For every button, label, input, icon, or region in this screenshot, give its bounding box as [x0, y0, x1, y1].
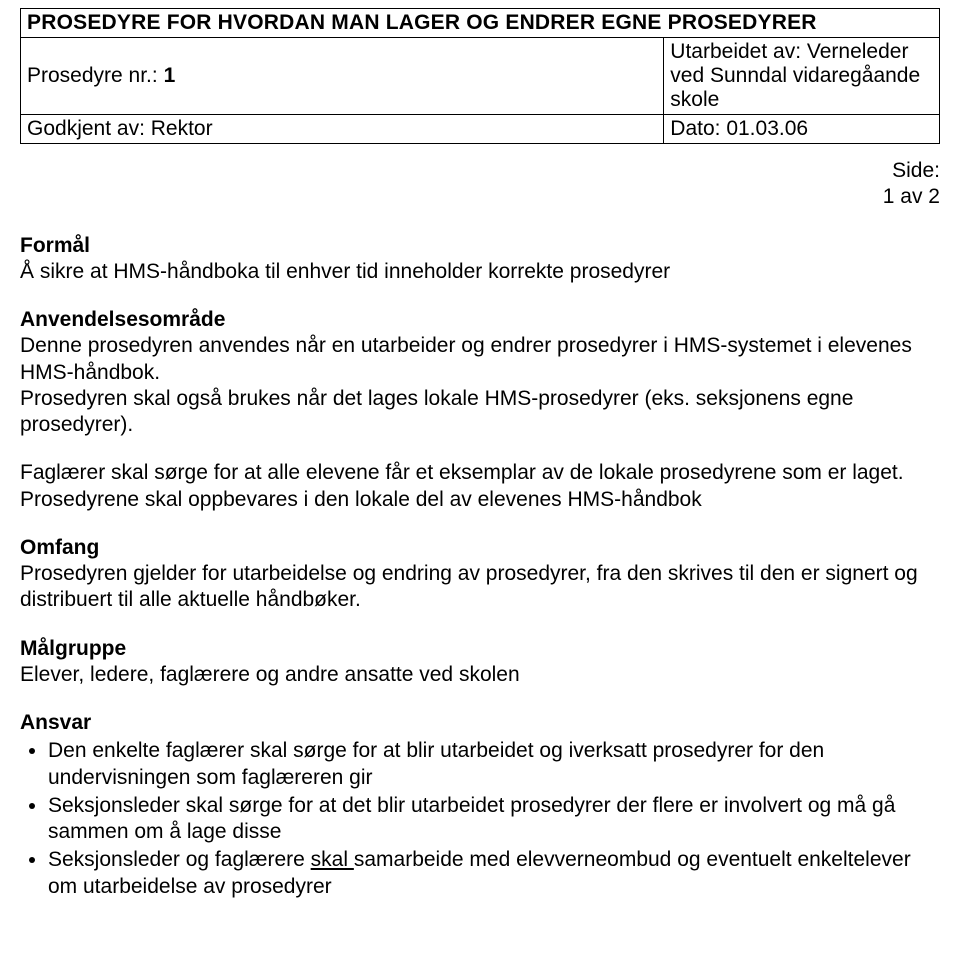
document-title: PROSEDYRE FOR HVORDAN MAN LAGER OG ENDRE… [21, 9, 940, 38]
text-formal: Å sikre at HMS-håndboka til enhver tid i… [20, 259, 940, 285]
procedure-number-cell: Prosedyre nr.: 1 [21, 38, 664, 115]
text-anvend-p3: Faglærer skal sørge for at alle elevene … [20, 460, 940, 513]
text-malgruppe: Elever, ledere, faglærere og andre ansat… [20, 662, 940, 688]
list-item: Seksjonsleder skal sørge for at det blir… [48, 793, 940, 846]
b3-pre: Seksjonsleder og faglærere [48, 848, 311, 871]
text-omfang: Prosedyren gjelder for utarbeidelse og e… [20, 561, 940, 614]
approved-by-cell: Godkjent av: Rektor [21, 115, 664, 144]
page-side-info: Side: 1 av 2 [20, 158, 940, 211]
header-table: PROSEDYRE FOR HVORDAN MAN LAGER OG ENDRE… [20, 8, 940, 144]
author-cell: Utarbeidet av: Verneleder ved Sunndal vi… [664, 38, 940, 115]
heading-formal: Formål [20, 233, 940, 259]
text-anvend-p1: Denne prosedyren anvendes når en utarbei… [20, 333, 940, 386]
b3-underlined: skal [311, 848, 354, 871]
side-value: 1 av 2 [883, 185, 940, 208]
procedure-number-value: 1 [164, 64, 176, 87]
list-item: Seksjonsleder og faglærere skal samarbei… [48, 847, 940, 900]
heading-ansvar: Ansvar [20, 710, 940, 736]
procedure-number-label: Prosedyre nr.: [27, 64, 164, 87]
document-page: PROSEDYRE FOR HVORDAN MAN LAGER OG ENDRE… [0, 0, 960, 922]
list-item: Den enkelte faglærer skal sørge for at b… [48, 738, 940, 791]
heading-omfang: Omfang [20, 535, 940, 561]
heading-anvendelsesomrade: Anvendelsesområde [20, 307, 940, 333]
side-label: Side: [892, 159, 940, 182]
date-cell: Dato: 01.03.06 [664, 115, 940, 144]
heading-malgruppe: Målgruppe [20, 636, 940, 662]
document-content: Formål Å sikre at HMS-håndboka til enhve… [20, 233, 940, 900]
text-anvend-p2: Prosedyren skal også brukes når det lage… [20, 386, 940, 439]
ansvar-bullet-list: Den enkelte faglærer skal sørge for at b… [20, 738, 940, 900]
